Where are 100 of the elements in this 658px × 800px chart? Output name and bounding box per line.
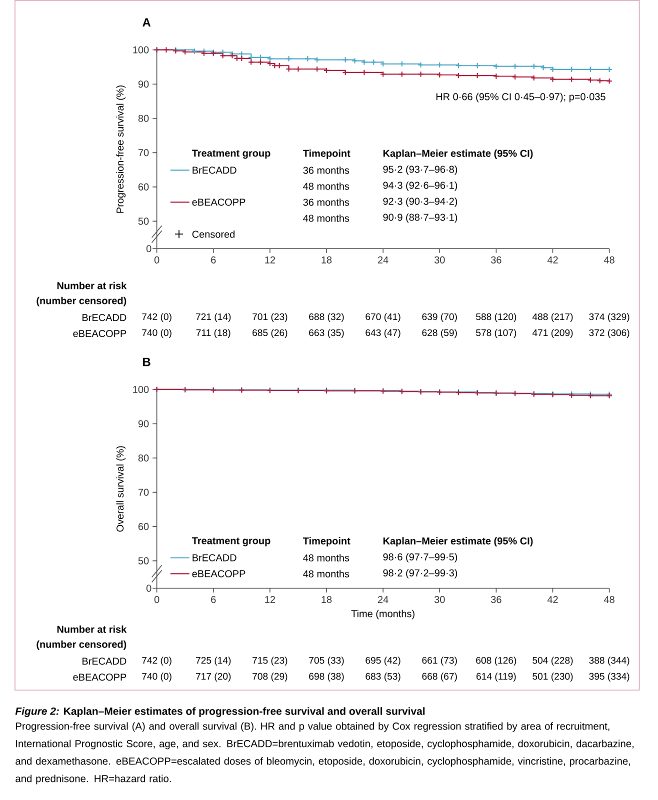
text: 488 (217) [532,313,573,322]
y-tick-label: 100 [133,46,149,54]
text: 740 (0) [142,329,172,338]
y-tick-label: 90 [138,80,149,88]
x-tick-label: 6 [210,596,216,604]
chart-title: B [142,358,150,366]
text: 608 (126) [476,656,516,666]
y-tick-label: 60 [138,523,149,530]
text: 374 (329) [589,313,630,322]
annotation: Timepoint [302,537,350,546]
x-tick-label: 0 [154,256,160,264]
text: (number censored) [36,296,126,306]
annotation: 98·6 (97·7–99·5) [383,553,457,562]
annotation: 48 months [302,570,349,578]
text: 708 (29) [252,672,288,682]
annotation: 90·9 (88·7–93·1) [383,213,457,223]
legend-label: BrECADD [192,554,236,562]
text: 643 (47) [366,329,400,338]
legend-label: BrECADD [192,166,236,174]
text: 721 (14) [196,313,230,322]
x-tick-label: 6 [210,256,216,264]
x-tick-label: 30 [434,596,445,604]
text: 685 (26) [252,329,288,338]
text: 504 (228) [532,656,573,666]
text: 663 (35) [309,329,344,338]
text: 661 (73) [422,656,457,666]
text: 688 (32) [309,313,344,322]
annotation: 36 months [303,166,349,174]
text: 715 (23) [252,656,288,666]
text: Progression-free survival (A) and overall survival (B). HR and p value obtained by Cox regression stratified by area of recruitment, International Prognostic Score, age, and sex. BrECADD=brentuximab vedotin, etoposide, cyclophosphamide, doxorubicin, dacarbazine, and dexamethasone. eBEACOPP=escalated doses of bleomycin, etoposide, doxorubicin, cyclophosphamide, vincristine, procarbazine, and prednisone. HR=hazard ratio. [15,722,634,784]
text: Number at risk [57,626,127,633]
text: 0 [146,584,152,592]
legend-label: eBEACOPP [192,570,246,578]
text: 742 (0) [142,313,172,322]
x-tick-label: 24 [378,596,388,603]
y-tick-label: 60 [138,183,149,190]
text: 717 (20) [196,672,230,682]
annotation: 36 months [303,198,349,206]
y-axis-title: Progression-free survival (%) [116,86,126,213]
chart-title: A [142,18,150,26]
text: 501 (230) [532,672,573,682]
annotation: Kaplan–Meier estimate (95% CI) [383,537,533,546]
annotation: Kaplan–Meier estimate (95% CI) [383,150,533,159]
annotation: Timepoint [302,150,350,159]
annotation: 48 months [302,182,349,190]
y-tick-label: 50 [138,557,149,564]
text: Figure 2: Kaplan–Meier estimates of progression-free survival and overall survival [15,707,424,718]
x-tick-label: 12 [265,256,275,264]
x-tick-label: 42 [547,596,558,603]
text: eBEACOPP [73,674,126,681]
text: 705 (33) [309,656,344,666]
annotation: 95·2 (93·7–96·8) [383,166,457,175]
text: eBEACOPP [73,330,126,338]
annotation: 48 months [302,554,349,562]
y-tick-label: 90 [138,420,149,428]
annotation: 92·3 (90·3–94·2) [383,198,457,207]
text: 668 (67) [422,672,457,682]
y-tick-label: 50 [138,218,149,225]
x-tick-label: 42 [547,256,558,264]
text: 740 (0) [142,672,172,682]
text: 614 (119) [476,672,516,682]
y-tick-label: 70 [138,488,149,496]
annotation: Treatment group [192,537,270,546]
annotation: 48 months [302,214,349,222]
y-axis-title: Overall survival (%) [116,446,126,532]
text: 628 (59) [422,329,457,338]
text: BrECADD [82,658,126,665]
x-tick-label: 24 [378,256,388,264]
x-tick-label: 48 [604,596,614,604]
annotation: Treatment group [192,150,270,159]
text: Number at risk [57,282,127,290]
x-tick-label: 0 [154,596,160,604]
x-axis-title: Time (months) [351,610,414,620]
text: 711 (18) [196,329,230,338]
text: 0 [146,245,152,252]
y-tick-label: 100 [133,386,149,394]
text: 388 (344) [589,656,630,666]
text: 588 (120) [476,313,516,322]
text: 742 (0) [142,656,172,666]
text: 639 (70) [422,313,457,322]
y-tick-label: 80 [138,114,149,122]
text: 670 (41) [366,313,400,322]
text: 695 (42) [366,656,400,666]
x-tick-label: 48 [604,256,614,264]
x-tick-label: 36 [490,256,502,264]
annotation: 98·2 (97·2–99·3) [383,569,457,578]
y-tick-label: 70 [138,149,149,156]
text: 372 (306) [589,329,630,338]
x-tick-label: 18 [322,256,332,264]
text: 725 (14) [196,656,230,666]
annotation: HR 0·66 (95% CI 0·45–0·97); p=0·035 [436,92,606,102]
text: 578 (107) [476,329,516,338]
x-tick-label: 36 [490,596,502,604]
text: 471 (209) [532,329,573,338]
x-tick-label: 12 [265,596,275,603]
annotation: 94·3 (92·6–96·1) [383,182,457,191]
y-tick-label: 80 [138,454,149,462]
text: 701 (23) [252,313,288,322]
annotation: Censored [192,230,234,238]
x-tick-label: 18 [322,596,332,604]
